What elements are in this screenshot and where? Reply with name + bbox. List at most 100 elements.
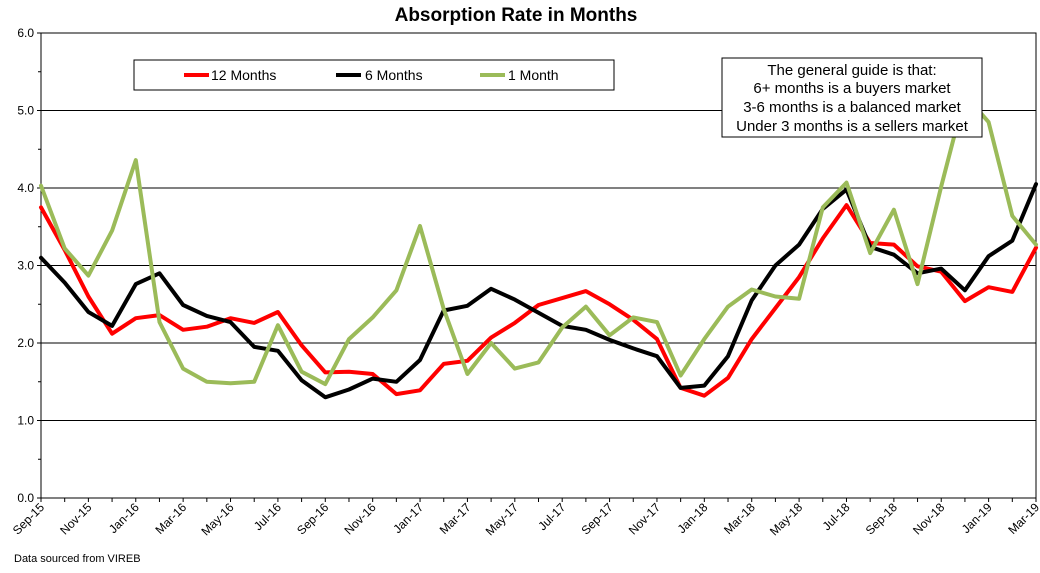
data-point-6-months [584, 328, 588, 332]
data-point-12-months [134, 316, 138, 320]
data-point-12-months [513, 321, 517, 325]
data-point-12-months [584, 289, 588, 293]
data-point-1-month [773, 295, 777, 298]
y-tick-label: 6.0 [17, 26, 34, 40]
legend: 12 Months 6 Months 1 Month [133, 59, 615, 91]
data-point-12-months [655, 337, 659, 341]
x-tick-label: Mar-17 [437, 500, 474, 537]
gridlines [41, 110, 1036, 421]
data-point-1-month [726, 305, 730, 309]
data-point-12-months [442, 362, 446, 366]
data-point-1-month [442, 307, 446, 311]
data-point-6-months [347, 388, 351, 391]
data-point-1-month [229, 381, 233, 385]
x-tick-label: Jul-18 [820, 500, 853, 533]
data-point-6-months [892, 253, 896, 257]
data-point-6-months [608, 338, 612, 342]
data-point-1-month [560, 326, 564, 329]
market-guide-note: The general guide is that: 6+ months is … [721, 57, 983, 138]
data-point-12-months [181, 328, 185, 332]
data-point-1-month [39, 184, 43, 188]
note-line-4: Under 3 months is a sellers market [736, 118, 969, 135]
data-point-12-months [537, 303, 540, 307]
data-point-1-month [489, 341, 493, 345]
note-line-3: 3-6 months is a balanced market [743, 99, 961, 116]
data-point-6-months [276, 349, 280, 353]
y-tick-label: 1.0 [17, 414, 34, 428]
data-point-12-months [702, 394, 706, 398]
data-point-12-months [110, 332, 114, 336]
data-point-6-months [39, 256, 43, 260]
x-tick-label: Mar-18 [721, 500, 758, 537]
data-point-1-month [323, 382, 327, 386]
data-point-6-months [773, 264, 777, 267]
data-point-12-months [276, 310, 280, 314]
data-point-1-month [1010, 214, 1014, 218]
x-tick-label: Sep-16 [294, 500, 331, 537]
legend-label-6-months: 6 Months [365, 67, 423, 83]
source-note: Data sourced from VIREB [14, 553, 141, 565]
data-point-12-months [773, 306, 777, 310]
chart-title: Absorption Rate in Months [395, 5, 638, 26]
note-line-2: 6+ months is a buyers market [753, 80, 951, 97]
data-point-1-month [537, 360, 540, 364]
data-point-1-month [181, 367, 185, 371]
data-point-12-months [560, 296, 564, 300]
data-point-6-months [86, 310, 90, 314]
data-point-1-month [513, 367, 517, 371]
data-point-1-month [300, 370, 304, 374]
series-line-6-months [39, 182, 1038, 400]
data-point-1-month [892, 208, 896, 212]
data-point-1-month [276, 323, 280, 327]
x-tick-label: Sep-15 [10, 500, 47, 537]
data-point-12-months [347, 370, 351, 374]
data-point-12-months [892, 243, 896, 247]
x-tick-label: Jan-18 [675, 500, 711, 536]
x-tick-label: Jan-16 [106, 500, 142, 536]
x-tick-label: May-16 [198, 500, 236, 538]
x-tick-label: Sep-17 [578, 500, 615, 537]
data-point-1-month [608, 333, 612, 337]
data-point-1-month [134, 158, 138, 162]
data-point-6-months [655, 354, 659, 358]
data-point-12-months [987, 285, 991, 289]
y-axis: 0.0 1.0 2.0 3.0 4.0 5.0 6.0 [17, 26, 41, 505]
note-line-1: The general guide is that: [767, 62, 936, 79]
note-box [721, 57, 983, 138]
series-line-1-month [39, 93, 1038, 387]
data-point-6-months [1034, 182, 1038, 186]
y-tick-label: 0.0 [17, 491, 34, 505]
data-point-6-months [939, 267, 943, 271]
data-point-1-month [371, 315, 375, 319]
data-point-6-months [371, 377, 375, 381]
data-point-6-months [987, 254, 991, 258]
data-point-1-month [157, 320, 161, 324]
y-tick-label: 2.0 [17, 336, 34, 350]
x-tick-label: May-17 [483, 500, 521, 538]
data-point-1-month [868, 251, 872, 255]
data-point-12-months [323, 370, 327, 374]
x-tick-label: Jul-16 [251, 500, 284, 533]
x-tick-label: Nov-15 [57, 500, 94, 537]
data-point-6-months [205, 314, 209, 318]
x-tick-label: Jul-17 [535, 500, 568, 533]
legend-label-12-months: 12 Months [211, 67, 276, 83]
data-point-12-months [39, 205, 43, 209]
data-point-12-months [205, 325, 209, 329]
data-point-12-months [394, 392, 398, 396]
x-tick-label: Sep-18 [863, 500, 900, 537]
data-point-1-month [205, 380, 209, 384]
data-point-6-months [300, 378, 304, 382]
data-point-1-month [110, 229, 114, 233]
data-point-6-months [323, 395, 327, 399]
data-point-6-months [110, 324, 114, 328]
data-point-12-months [371, 372, 375, 376]
series-lines [39, 93, 1038, 400]
data-point-12-months [229, 316, 233, 320]
data-point-1-month [1034, 243, 1038, 247]
series-points-6-months [39, 182, 1038, 399]
data-point-12-months [1010, 290, 1014, 294]
data-point-1-month [987, 120, 991, 124]
data-point-1-month [679, 374, 683, 378]
data-point-1-month [86, 274, 90, 278]
